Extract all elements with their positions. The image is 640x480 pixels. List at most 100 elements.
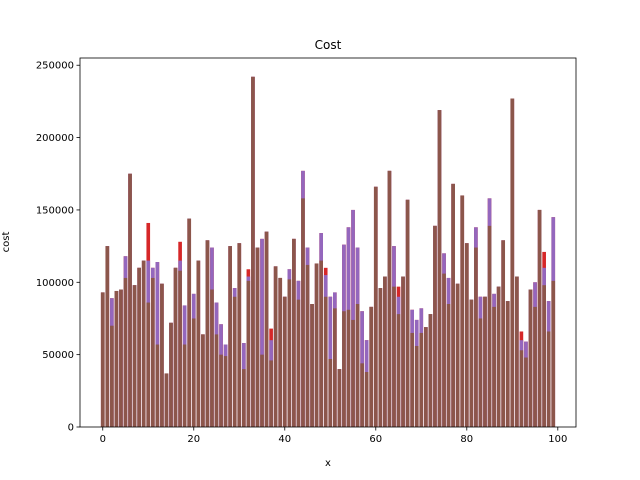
y-axis-label: cost [1,232,12,253]
bar-brown-33 [251,76,255,427]
bar-brown-91 [515,276,519,427]
bar-brown-26 [219,354,223,427]
chart-title: Cost [315,38,342,52]
bar-brown-13 [160,283,164,427]
bar-brown-39 [278,277,283,427]
bar-brown-45 [305,264,310,427]
bar-brown-78 [455,283,460,427]
bar-brown-66 [401,276,405,427]
bar-brown-58 [364,372,369,427]
bar-brown-97 [542,285,546,427]
bar-brown-67 [405,199,410,427]
bar-brown-88 [501,240,506,427]
bar-brown-44 [301,198,305,427]
bar-brown-8 [137,267,141,427]
bar-brown-89 [505,301,510,427]
bar-brown-73 [433,225,437,427]
bar-brown-0 [100,292,105,427]
bar-brown-94 [528,289,533,427]
bar-brown-43 [296,299,301,427]
bar-brown-37 [269,360,273,427]
bar-brown-11 [150,277,155,427]
bar-brown-9 [141,260,146,427]
bar-brown-18 [182,344,187,427]
bar-brown-86 [492,306,496,427]
bar-brown-16 [173,267,178,427]
bar-brown-28 [228,246,232,427]
x-axis-ticks: 0 20 40 60 80 100 [100,427,567,445]
bar-brown-98 [546,331,551,427]
x-tick-label: 0 [100,434,106,445]
bar-brown-65 [396,314,401,427]
bar-brown-51 [333,308,337,427]
bar-brown-74 [437,110,442,427]
bar-brown-60 [373,186,378,427]
x-tick-label: 40 [278,434,291,445]
bar-purple-35 [260,238,264,427]
bar-brown-61 [378,288,383,427]
bar-brown-76 [446,304,451,427]
bar-brown-80 [464,243,469,427]
bar-brown-3 [114,290,119,427]
bar-brown-21 [196,260,201,427]
bars-group [100,76,556,428]
y-tick-label: 150000 [36,205,74,216]
bar-purple-55 [351,209,355,427]
bar-brown-93 [524,357,528,427]
bar-brown-52 [337,369,342,427]
bar-brown-50 [328,358,333,427]
bar-brown-40 [282,296,287,427]
y-tick-label: 250000 [36,61,74,72]
bar-brown-48 [319,260,323,427]
x-tick-label: 100 [548,434,567,445]
bar-brown-55 [351,319,355,427]
bar-brown-49 [323,296,328,427]
bar-brown-63 [387,170,392,427]
bar-brown-77 [451,183,455,427]
bar-brown-29 [232,296,237,427]
bar-brown-36 [264,231,269,427]
bar-brown-4 [119,289,123,427]
bar-brown-27 [223,356,228,427]
bar-brown-22 [201,334,205,427]
bar-brown-32 [246,280,251,427]
bar-brown-70 [419,332,424,427]
bar-brown-57 [360,363,364,427]
bar-brown-23 [205,240,210,427]
bar-brown-79 [460,195,465,427]
bar-brown-5 [123,277,128,427]
x-tick-label: 80 [460,434,473,445]
bar-brown-83 [478,318,483,427]
bar-brown-96 [537,209,542,427]
bar-brown-1 [105,246,110,427]
bar-brown-69 [414,345,419,427]
bar-brown-25 [214,334,219,427]
bar-brown-15 [169,322,173,427]
y-tick-label: 50000 [42,350,74,361]
bar-brown-35 [260,354,264,427]
x-axis-label: x [325,458,331,469]
bar-brown-82 [474,247,478,427]
bar-brown-2 [110,325,114,427]
bar-brown-71 [424,327,428,427]
bar-brown-99 [551,280,556,427]
bar-brown-62 [383,276,387,427]
bar-brown-90 [510,98,515,428]
bar-brown-19 [187,218,192,427]
bar-brown-10 [146,302,151,427]
bar-brown-38 [273,266,278,427]
bar-brown-54 [346,309,351,427]
bar-brown-17 [178,270,182,427]
bar-brown-53 [342,311,346,427]
bar-brown-6 [128,173,132,427]
bar-brown-85 [487,225,492,427]
x-tick-label: 60 [369,434,382,445]
y-tick-label: 100000 [36,278,74,289]
bar-brown-56 [355,304,360,427]
bar-brown-31 [242,369,246,427]
bar-brown-84 [483,296,487,427]
bar-brown-14 [164,373,169,427]
bar-brown-75 [442,273,446,427]
bar-brown-47 [314,263,319,427]
